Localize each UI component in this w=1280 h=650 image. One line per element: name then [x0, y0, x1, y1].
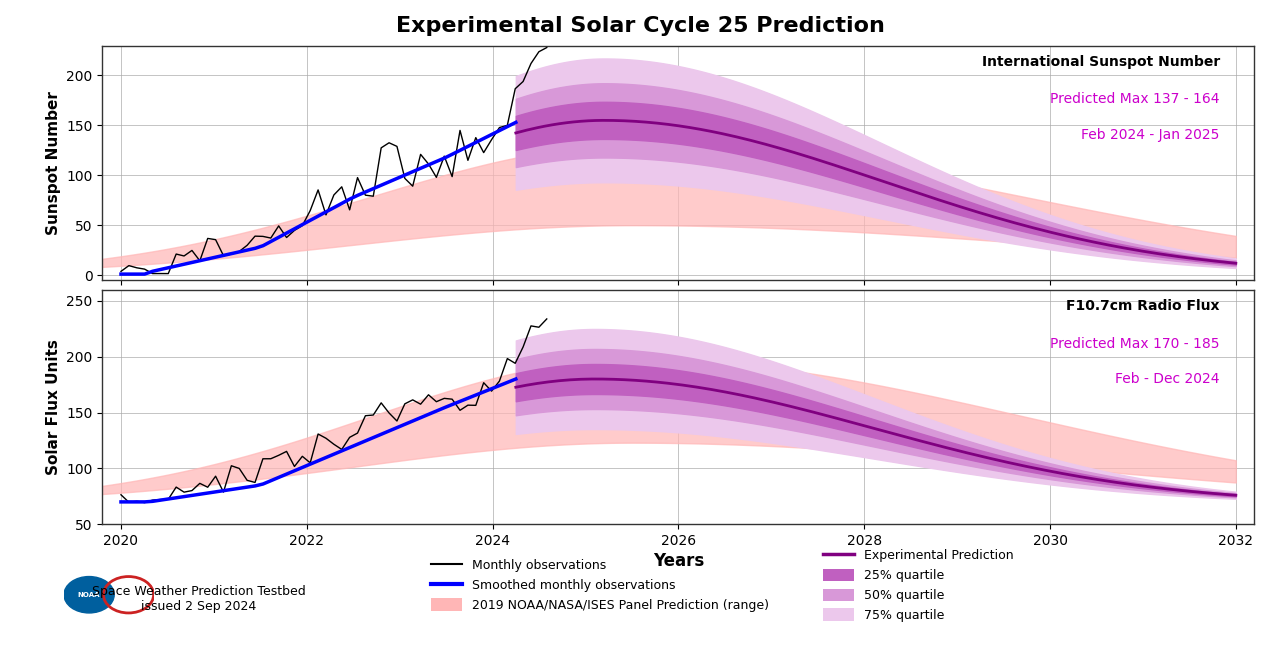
Y-axis label: Sunspot Number: Sunspot Number: [46, 91, 60, 235]
Text: Feb - Dec 2024: Feb - Dec 2024: [1115, 372, 1220, 385]
Text: International Sunspot Number: International Sunspot Number: [982, 55, 1220, 69]
Y-axis label: Solar Flux Units: Solar Flux Units: [46, 339, 60, 475]
Text: Space Weather Prediction Testbed
issued 2 Sep 2024: Space Weather Prediction Testbed issued …: [92, 585, 305, 613]
Text: Predicted Max 170 - 185: Predicted Max 170 - 185: [1051, 337, 1220, 350]
Text: Feb 2024 - Jan 2025: Feb 2024 - Jan 2025: [1082, 127, 1220, 142]
Text: NOAA: NOAA: [78, 592, 100, 598]
Text: Predicted Max 137 - 164: Predicted Max 137 - 164: [1051, 92, 1220, 107]
Legend: Experimental Prediction, 25% quartile, 50% quartile, 75% quartile: Experimental Prediction, 25% quartile, 5…: [823, 549, 1014, 622]
Text: Experimental Solar Cycle 25 Prediction: Experimental Solar Cycle 25 Prediction: [396, 16, 884, 36]
Circle shape: [64, 577, 114, 613]
Text: F10.7cm Radio Flux: F10.7cm Radio Flux: [1066, 299, 1220, 313]
X-axis label: Years: Years: [653, 552, 704, 571]
